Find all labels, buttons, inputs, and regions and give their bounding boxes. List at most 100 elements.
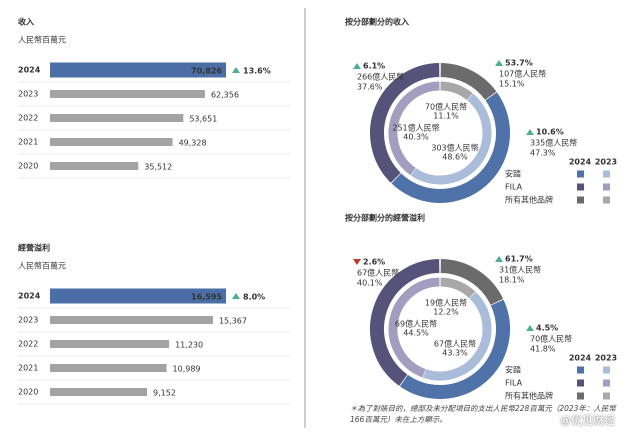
amount-label: 19億人民幣 bbox=[425, 298, 467, 308]
bar bbox=[50, 162, 139, 170]
growth-label: 53.7% bbox=[505, 59, 533, 68]
growth-label: 4.5% bbox=[536, 324, 558, 333]
year-label: 2023 bbox=[18, 90, 38, 99]
donut-segment bbox=[439, 81, 474, 101]
growth-arrow bbox=[526, 129, 534, 135]
year-label: 2021 bbox=[18, 138, 38, 147]
amount-label: 31億人民幣 bbox=[499, 265, 541, 275]
year-label: 2022 bbox=[18, 340, 38, 349]
year-label: 2024 bbox=[18, 66, 41, 75]
value-label: 70,826 bbox=[191, 67, 222, 76]
donut-segment bbox=[422, 291, 492, 381]
percent-label: 40.3% bbox=[403, 133, 429, 142]
percent-label: 12.2% bbox=[433, 308, 459, 317]
growth-arrow bbox=[353, 259, 361, 265]
amount-label: 70億人民幣 bbox=[530, 334, 572, 344]
growth-arrow bbox=[353, 63, 361, 69]
chart-title: 收入 bbox=[18, 17, 34, 27]
percent-label: 37.6% bbox=[357, 83, 383, 92]
percent-label: 47.3% bbox=[530, 149, 556, 158]
growth-label: 2.6% bbox=[363, 258, 385, 267]
value-label: 9,152 bbox=[153, 389, 176, 398]
legend-swatch bbox=[603, 183, 610, 191]
bar bbox=[50, 340, 170, 348]
legend-label: FILA bbox=[505, 183, 523, 192]
percent-label: 43.3% bbox=[442, 349, 468, 358]
bar bbox=[50, 138, 173, 146]
amount-label: 303億人民幣 bbox=[431, 143, 478, 153]
percent-label: 44.5% bbox=[403, 329, 429, 338]
year-label: 2024 bbox=[18, 292, 41, 301]
growth-label: 6.1% bbox=[363, 62, 385, 71]
bar bbox=[50, 62, 226, 78]
growth-arrow bbox=[495, 60, 503, 66]
chart-title: 按分部劃分的收入 bbox=[345, 17, 409, 27]
amount-label: 67億人民幣 bbox=[434, 339, 476, 349]
amount-label: 70億人民幣 bbox=[425, 102, 467, 112]
legend-swatch bbox=[577, 183, 584, 191]
percent-label: 48.6% bbox=[442, 153, 468, 162]
legend-swatch bbox=[577, 379, 584, 387]
chart-title: 按分部劃分的經營溢利 bbox=[345, 213, 425, 223]
growth-arrow bbox=[495, 256, 503, 262]
legend-swatch bbox=[603, 366, 610, 374]
bar bbox=[50, 114, 184, 122]
bar bbox=[50, 316, 213, 324]
legend-swatch bbox=[577, 366, 584, 374]
donut-segment bbox=[410, 93, 492, 185]
growth-label: 13.6% bbox=[243, 67, 271, 76]
legend-header: 2023 bbox=[595, 158, 617, 167]
bar bbox=[50, 90, 205, 98]
amount-label: 107億人民幣 bbox=[499, 69, 546, 79]
donut-segment bbox=[399, 299, 510, 399]
value-label: 16,595 bbox=[191, 293, 222, 302]
legend-swatch bbox=[577, 392, 584, 400]
year-label: 2021 bbox=[18, 364, 38, 373]
growth-arrow bbox=[526, 325, 534, 331]
value-label: 62,356 bbox=[211, 91, 239, 100]
chart-title: 經營溢利 bbox=[18, 243, 50, 253]
legend-label: 安踏 bbox=[505, 365, 521, 375]
donut-segment bbox=[439, 63, 497, 101]
donut-segment bbox=[388, 277, 441, 378]
legend-label: 安踏 bbox=[505, 169, 521, 179]
growth-label: 61.7% bbox=[505, 255, 533, 264]
bar bbox=[50, 288, 226, 304]
bar bbox=[50, 388, 148, 396]
percent-label: 11.1% bbox=[433, 112, 459, 121]
legend-label: FILA bbox=[505, 379, 523, 388]
year-label: 2020 bbox=[18, 388, 38, 397]
legend-header: 2024 bbox=[569, 158, 592, 167]
growth-label: 8.0% bbox=[243, 293, 265, 302]
chart-subtitle: 人民幣百萬元 bbox=[18, 261, 66, 271]
growth-arrow bbox=[232, 67, 240, 73]
legend-swatch bbox=[603, 196, 610, 204]
year-label: 2020 bbox=[18, 162, 38, 171]
value-label: 15,367 bbox=[219, 317, 247, 326]
percent-label: 41.8% bbox=[530, 345, 556, 354]
legend-swatch bbox=[603, 392, 610, 400]
value-label: 10,989 bbox=[173, 365, 201, 374]
value-label: 11,230 bbox=[175, 341, 203, 350]
percent-label: 18.1% bbox=[499, 276, 525, 285]
legend-swatch bbox=[603, 170, 610, 178]
legend-header: 2023 bbox=[595, 354, 617, 363]
donut-segment bbox=[388, 81, 441, 176]
value-label: 49,328 bbox=[179, 139, 207, 148]
amount-label: 335億人民幣 bbox=[530, 138, 577, 148]
year-label: 2023 bbox=[18, 316, 38, 325]
growth-label: 10.6% bbox=[536, 128, 564, 137]
watermark: @优见财经 bbox=[560, 414, 615, 427]
percent-label: 40.1% bbox=[357, 279, 383, 288]
percent-label: 15.1% bbox=[499, 80, 525, 89]
amount-label: 266億人民幣 bbox=[357, 72, 404, 82]
amount-label: 69億人民幣 bbox=[395, 319, 437, 329]
legend-header: 2024 bbox=[569, 354, 592, 363]
footnote: ＊為了對賬目的，總部及未分配項目的支出人民幣228百萬元（2023年：人民幣16… bbox=[350, 404, 616, 424]
year-label: 2022 bbox=[18, 114, 38, 123]
donut-segment bbox=[439, 259, 504, 306]
legend-swatch bbox=[577, 196, 584, 204]
amount-label: 251億人民幣 bbox=[392, 123, 439, 133]
